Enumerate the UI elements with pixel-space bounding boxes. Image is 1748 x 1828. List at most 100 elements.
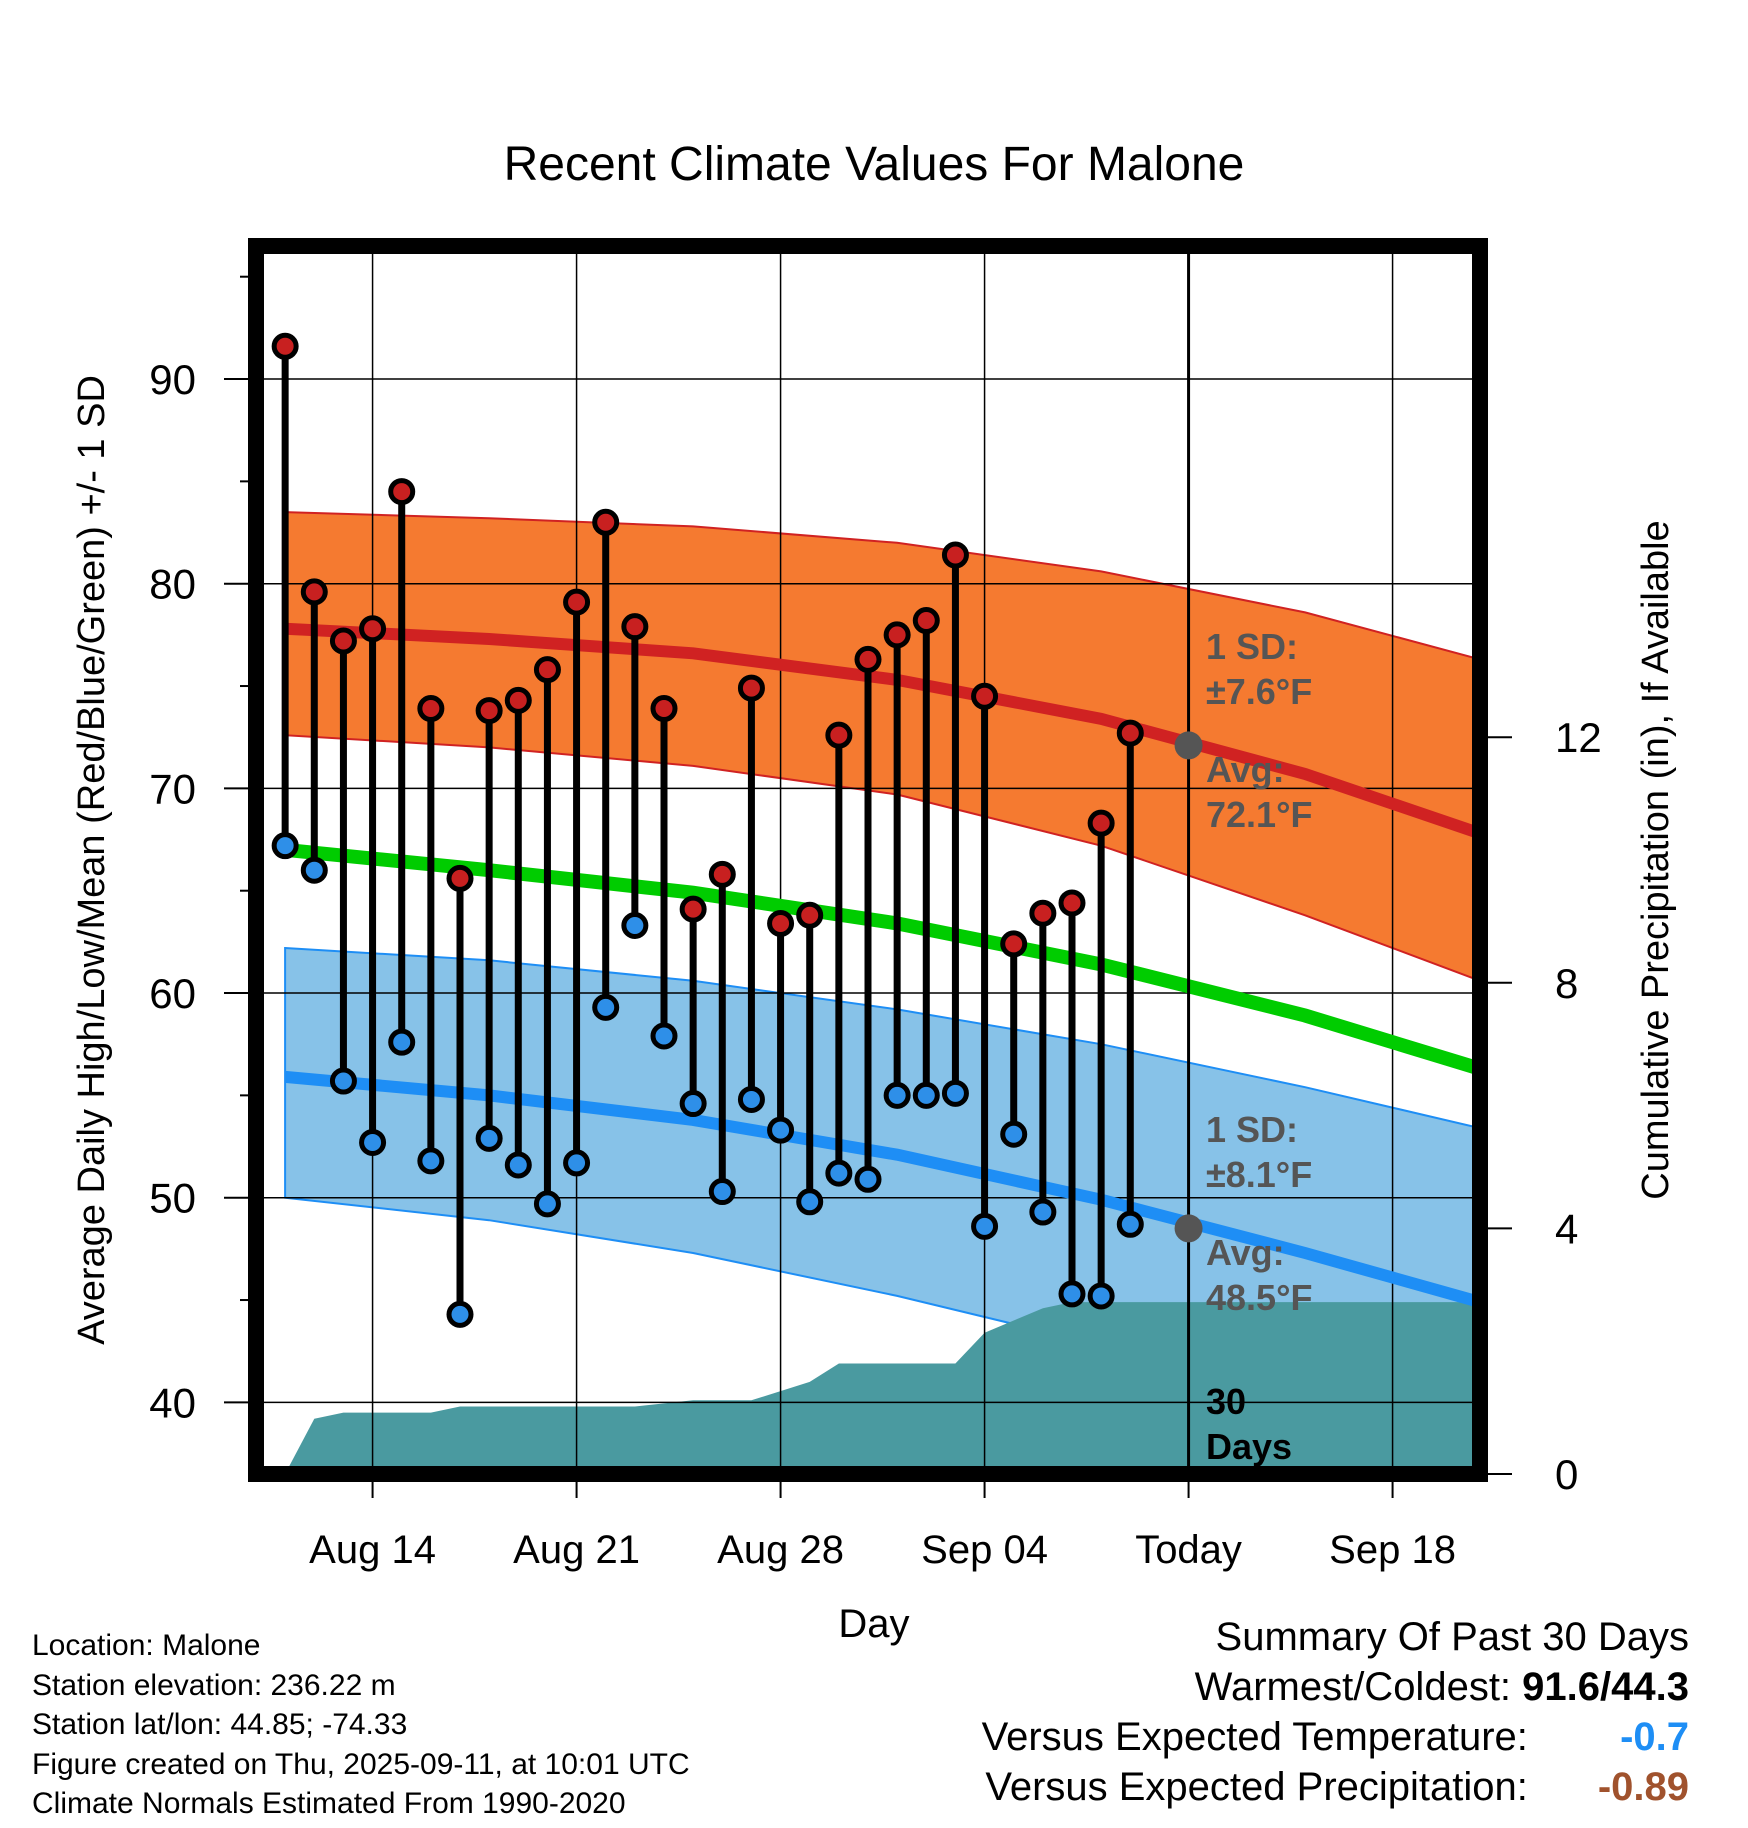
x-tick-label: Sep 18 xyxy=(1329,1528,1456,1572)
daily-low-point xyxy=(504,1151,532,1179)
daily-high-point xyxy=(359,615,387,643)
daily-low-point xyxy=(971,1212,999,1240)
plot-area xyxy=(256,0,1480,1474)
summary-panel: Summary Of Past 30 Days Warmest/Coldest:… xyxy=(982,1612,1689,1812)
y-axis-label-left: Average Daily High/Low/Mean (Red/Blue/Gr… xyxy=(71,375,113,1345)
days-count: 30 xyxy=(1206,1381,1246,1422)
daily-high-point xyxy=(767,909,795,937)
x-tick-label: Aug 21 xyxy=(513,1528,640,1572)
daily-high-point xyxy=(446,864,474,892)
low-avg-value: 48.5°F xyxy=(1206,1277,1312,1318)
y-axis-label-right: Cumulative Precipitation (in), If Availa… xyxy=(1635,520,1677,1199)
daily-low-point xyxy=(592,993,620,1021)
daily-low-point xyxy=(417,1147,445,1175)
daily-low-point xyxy=(796,1188,824,1216)
daily-low-point xyxy=(912,1081,940,1109)
summary-temp-row: Versus Expected Temperature: -0.7 xyxy=(982,1712,1689,1762)
daily-low-point xyxy=(1116,1210,1144,1238)
daily-low-point xyxy=(941,1079,969,1107)
low-sd-value: ±8.1°F xyxy=(1206,1154,1312,1195)
daily-high-point xyxy=(1148,0,1170,11)
x-tick-label: Aug 28 xyxy=(717,1528,844,1572)
high-sd-band xyxy=(284,511,1480,982)
summary-title: Summary Of Past 30 Days xyxy=(1215,1615,1689,1659)
today-normal-low-dot xyxy=(1174,1214,1203,1243)
high-sd-label: 1 SD: xyxy=(1206,626,1298,667)
daily-high-point xyxy=(650,695,678,723)
daily-high-point xyxy=(1087,809,1115,837)
daily-high-point xyxy=(271,332,299,360)
summary-temp-value: -0.7 xyxy=(1620,1715,1689,1759)
daily-high-point xyxy=(825,721,853,749)
y2-tick-label: 0 xyxy=(1555,1451,1578,1498)
daily-low-point xyxy=(446,1300,474,1328)
plot-border xyxy=(248,238,1488,1482)
y-tick-label: 90 xyxy=(149,356,196,403)
daily-high-point xyxy=(504,686,532,714)
axes: Aug 14 Aug 21 Aug 28 Sep 04 Today Sep 18 40 50 6… xyxy=(149,275,1602,1572)
daily-high-point xyxy=(533,656,561,684)
y-tick-label: 60 xyxy=(149,970,196,1017)
summary-temp-label: Versus Expected Temperature: xyxy=(981,1715,1528,1759)
daily-low-point xyxy=(767,1116,795,1144)
info-normals: Climate Normals Estimated From 1990-2020 xyxy=(32,1787,626,1820)
daily-low-point xyxy=(679,1090,707,1118)
daily-high-point xyxy=(796,901,824,929)
daily-high-point xyxy=(883,621,911,649)
low-avg-label: Avg: xyxy=(1206,1232,1285,1273)
info-location: Location: Malone xyxy=(32,1629,261,1662)
y-tick-label: 50 xyxy=(149,1175,196,1222)
daily-low-point xyxy=(1148,0,1170,11)
precip-area xyxy=(285,1302,1480,1474)
daily-low-point xyxy=(737,1085,765,1113)
x-tick-label: Sep 04 xyxy=(921,1528,1048,1572)
low-sd-label: 1 SD: xyxy=(1206,1109,1298,1150)
daily-high-point xyxy=(1058,889,1086,917)
y2-tick-label: 12 xyxy=(1555,714,1602,761)
daily-low-point xyxy=(359,1128,387,1156)
daily-high-point xyxy=(475,697,503,725)
summary-warmest-row: Warmest/Coldest: 91.6/44.3 xyxy=(982,1662,1689,1712)
daily-low-point xyxy=(271,832,299,860)
x-tick-label: Today xyxy=(1135,1528,1242,1572)
daily-low-point xyxy=(388,1028,416,1056)
daily-low-point xyxy=(563,1149,591,1177)
daily-high-point xyxy=(592,508,620,536)
daily-high-point xyxy=(912,607,940,635)
daily-high-point xyxy=(563,588,591,616)
daily-high-point xyxy=(1116,719,1144,747)
high-sd-value: ±7.6°F xyxy=(1206,671,1312,712)
y-tick-label: 80 xyxy=(149,561,196,608)
daily-high-point xyxy=(737,674,765,702)
x-tick-label: Aug 14 xyxy=(309,1528,436,1572)
daily-low-point xyxy=(1087,1282,1115,1310)
daily-high-point xyxy=(621,613,649,641)
summary-precip-row: Versus Expected Precipitation: -0.89 xyxy=(982,1762,1689,1812)
daily-high-point xyxy=(971,682,999,710)
daily-low-point xyxy=(708,1178,736,1206)
daily-low-point xyxy=(300,856,328,884)
summary-precip-label: Versus Expected Precipitation: xyxy=(985,1765,1528,1809)
daily-high-point xyxy=(1000,930,1028,958)
daily-low-point xyxy=(1000,1120,1028,1148)
daily-low-point xyxy=(475,1124,503,1152)
daily-low-point xyxy=(1029,1198,1057,1226)
x-axis-label: Day xyxy=(838,1602,909,1646)
daily-low-point xyxy=(533,1190,561,1218)
daily-high-point xyxy=(708,860,736,888)
daily-high-point xyxy=(679,895,707,923)
daily-high-point xyxy=(329,627,357,655)
daily-high-point xyxy=(388,478,416,506)
daily-low-point xyxy=(621,911,649,939)
info-elevation: Station elevation: 236.22 m xyxy=(32,1668,396,1702)
daily-high-point xyxy=(941,541,969,569)
high-avg-label: Avg: xyxy=(1206,749,1285,790)
daily-high-point xyxy=(417,695,445,723)
daily-low-point xyxy=(854,1165,882,1193)
daily-high-point xyxy=(300,578,328,606)
plot-frame xyxy=(248,238,1488,1482)
daily-low-point xyxy=(1058,1280,1086,1308)
y-tick-label: 40 xyxy=(149,1379,196,1426)
